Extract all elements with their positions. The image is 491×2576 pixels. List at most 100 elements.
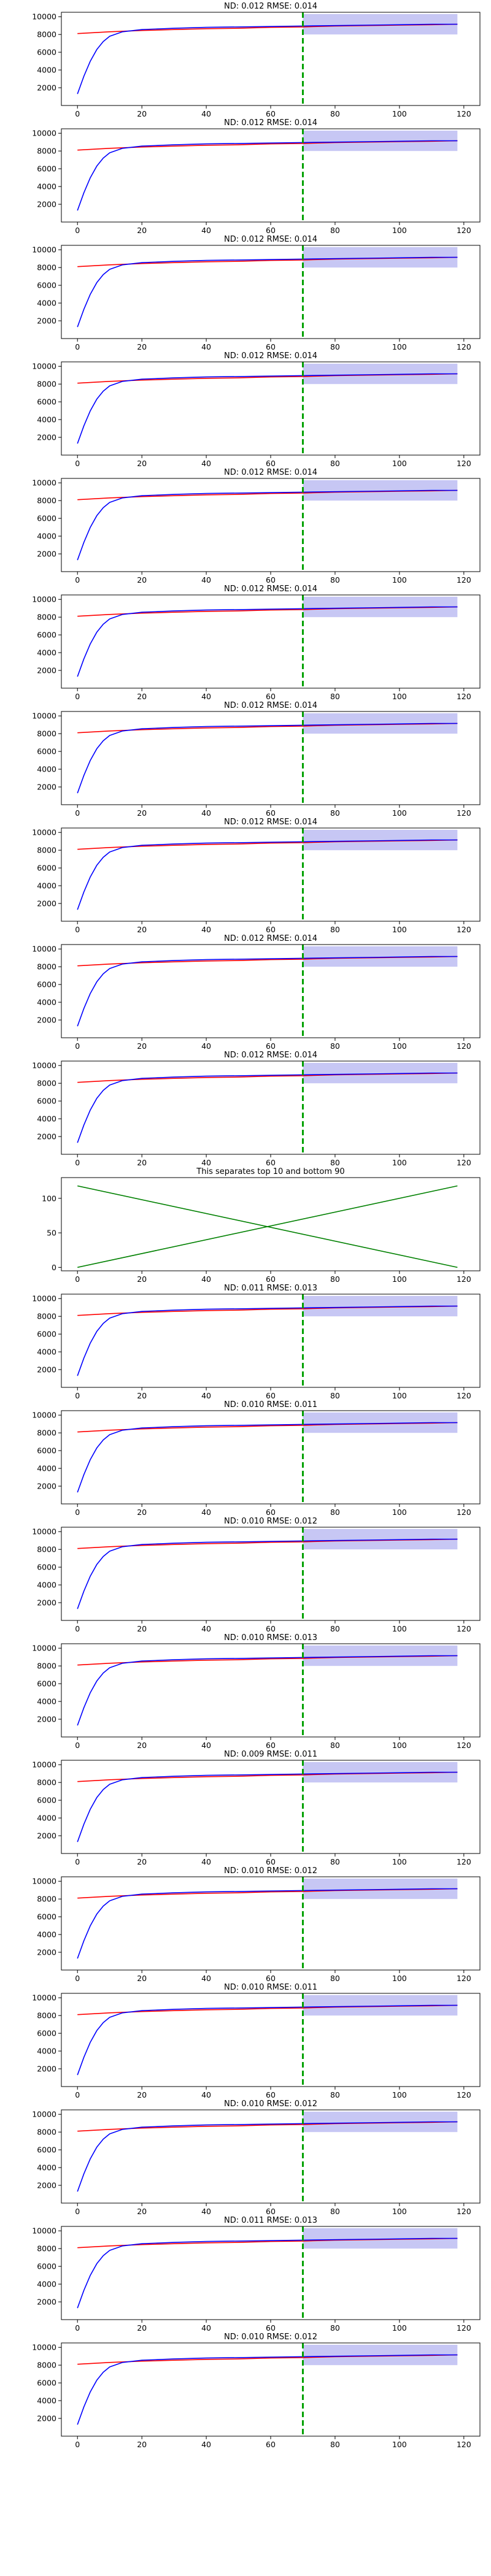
x-tick-label: 0	[75, 226, 80, 235]
y-tick-label: 6000	[37, 1912, 56, 1922]
x-tick-label: 40	[201, 1624, 211, 1633]
x-tick-label: 20	[137, 1275, 147, 1284]
x-tick-label: 80	[330, 2090, 340, 2099]
y-tick-label: 10000	[32, 129, 56, 138]
x-tick-label: 40	[201, 1508, 211, 1517]
series-line-2	[77, 1305, 458, 1376]
x-tick-label: 100	[392, 1624, 407, 1633]
chart-title: ND: 0.010 RMSE: 0.012	[224, 1517, 317, 1526]
x-tick-label: 120	[457, 1624, 471, 1633]
x-tick-label: 20	[137, 342, 147, 351]
chart-title: This separates top 10 and bottom 90	[196, 1167, 344, 1176]
x-tick-label: 60	[266, 109, 276, 118]
y-tick-label: 6000	[37, 1330, 56, 1339]
subplot-18: ND: 0.010 RMSE: 0.011 0 20 40 60 80 100 120 2000…	[32, 1983, 481, 2099]
y-tick-label: 8000	[37, 2128, 56, 2137]
chart-title: ND: 0.012 RMSE: 0.014	[224, 235, 317, 244]
x-tick-label: 60	[266, 1041, 276, 1051]
y-tick-label: 8000	[37, 1312, 56, 1321]
x-tick-label: 120	[457, 2090, 471, 2099]
y-tick-label: 8000	[37, 1895, 56, 1904]
x-tick-label: 60	[266, 1741, 276, 1750]
x-tick-label: 100	[392, 2323, 407, 2333]
x-tick-label: 20	[137, 575, 147, 585]
series-line-2	[77, 2354, 458, 2425]
y-tick-label: 6000	[37, 1097, 56, 1106]
x-tick-label: 0	[75, 342, 80, 351]
y-tick-label: 2000	[37, 1831, 56, 1841]
y-tick-label: 10000	[32, 12, 56, 21]
y-tick-label: 2000	[37, 1016, 56, 1025]
x-tick-label: 120	[457, 692, 471, 701]
y-tick-label: 8000	[37, 613, 56, 622]
y-tick-label: 6000	[37, 2029, 56, 2038]
y-tick-label: 6000	[37, 2262, 56, 2271]
y-tick-label: 10000	[32, 945, 56, 954]
y-tick-label: 10000	[32, 362, 56, 371]
x-tick-label: 120	[457, 1974, 471, 1983]
x-tick-label: 0	[75, 2207, 80, 2216]
y-tick-label: 2000	[37, 1598, 56, 1608]
y-tick-label: 6000	[37, 48, 56, 57]
x-tick-label: 80	[330, 692, 340, 701]
x-tick-label: 100	[392, 342, 407, 351]
x-tick-label: 60	[266, 2090, 276, 2099]
y-tick-label: 8000	[37, 729, 56, 738]
y-tick-label: 2000	[37, 200, 56, 209]
x-tick-label: 40	[201, 342, 211, 351]
x-tick-label: 40	[201, 925, 211, 934]
y-tick-label: 2000	[37, 550, 56, 559]
chart-title: ND: 0.012 RMSE: 0.014	[224, 934, 317, 943]
x-tick-label: 20	[137, 2440, 147, 2449]
series-line-2	[77, 956, 458, 1027]
y-tick-label: 10000	[32, 828, 56, 837]
series-line-2	[77, 140, 458, 211]
x-tick-label: 0	[75, 1275, 80, 1284]
x-tick-label: 100	[392, 2440, 407, 2449]
x-tick-label: 120	[457, 1741, 471, 1750]
subplot-19: ND: 0.010 RMSE: 0.012 0 20 40 60 80 100 120 2000…	[32, 2099, 481, 2216]
x-tick-label: 80	[330, 226, 340, 235]
chart-title: ND: 0.010 RMSE: 0.012	[224, 1866, 317, 1876]
x-tick-label: 0	[75, 1158, 80, 1167]
x-tick-label: 0	[75, 1508, 80, 1517]
x-tick-label: 100	[392, 109, 407, 118]
y-tick-label: 2000	[37, 1948, 56, 1957]
y-tick-label: 10000	[32, 595, 56, 604]
x-tick-label: 120	[457, 226, 471, 235]
x-tick-label: 20	[137, 459, 147, 468]
y-tick-label: 4000	[37, 1464, 56, 1473]
y-tick-label: 4000	[37, 1114, 56, 1124]
subplot-8: ND: 0.012 RMSE: 0.014 0 20 40 60 80 100 120 2000…	[32, 818, 481, 934]
x-tick-label: 20	[137, 1391, 147, 1400]
x-tick-label: 100	[392, 1741, 407, 1750]
x-tick-label: 60	[266, 1391, 276, 1400]
series-line-2	[77, 373, 458, 444]
subplot-14: ND: 0.010 RMSE: 0.012 0 20 40 60 80 100 120 2000…	[32, 1517, 481, 1633]
y-tick-label: 8000	[37, 263, 56, 272]
x-tick-label: 100	[392, 1974, 407, 1983]
x-tick-label: 120	[457, 1857, 471, 1866]
x-tick-label: 60	[266, 2440, 276, 2449]
x-tick-label: 0	[75, 1041, 80, 1051]
x-tick-label: 100	[392, 1508, 407, 1517]
subplot-4: ND: 0.012 RMSE: 0.014 0 20 40 60 80 100 120 2000…	[32, 351, 481, 468]
y-tick-label: 8000	[37, 147, 56, 156]
x-tick-label: 100	[392, 1158, 407, 1167]
y-tick-label: 8000	[37, 2361, 56, 2370]
x-tick-label: 100	[392, 692, 407, 701]
y-tick-label: 10000	[32, 2343, 56, 2352]
x-tick-label: 20	[137, 2090, 147, 2099]
x-tick-label: 120	[457, 342, 471, 351]
y-tick-label: 2000	[37, 2181, 56, 2190]
x-tick-label: 40	[201, 1974, 211, 1983]
y-tick-label: 2000	[37, 2064, 56, 2074]
chart-title: ND: 0.010 RMSE: 0.011	[224, 1400, 317, 1409]
x-tick-label: 20	[137, 692, 147, 701]
y-tick-label: 6000	[37, 2379, 56, 2388]
chart-title: ND: 0.009 RMSE: 0.011	[224, 1750, 317, 1759]
x-tick-label: 40	[201, 2207, 211, 2216]
y-tick-label: 10000	[32, 711, 56, 721]
x-tick-label: 80	[330, 1391, 340, 1400]
chart-title: ND: 0.010 RMSE: 0.012	[224, 2099, 317, 2109]
